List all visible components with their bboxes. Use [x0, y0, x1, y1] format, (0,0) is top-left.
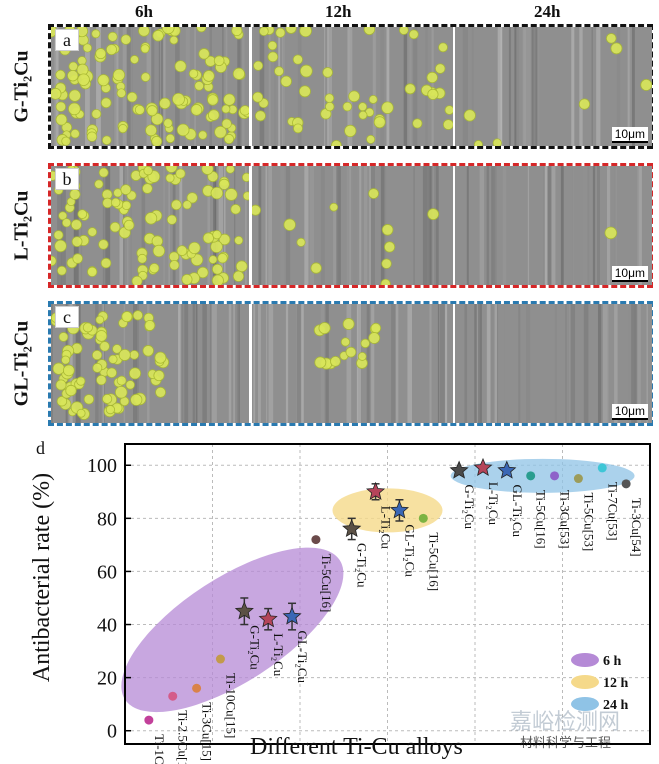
- scale-bar: 10μm: [611, 404, 648, 420]
- panel-letter-b: b: [55, 168, 79, 190]
- legend-label: 12 h: [603, 676, 629, 691]
- row-label-gl: GL-Ti₂Cu: [10, 320, 33, 407]
- sem-image-a-3: 10μm: [453, 27, 652, 146]
- data-label: Ti-5Cu[16]: [319, 554, 334, 613]
- sem-image-b-1: b: [51, 166, 249, 285]
- y-tick-label: 60: [97, 561, 117, 583]
- data-point: [597, 463, 607, 473]
- y-tick-label: 100: [87, 455, 117, 477]
- data-label: Ti-5Cu[53]: [581, 493, 596, 552]
- column-header-12h: 12h: [325, 2, 352, 21]
- data-label: G-Ti₂Cu: [355, 543, 370, 588]
- data-label: Ti-5Cu[16]: [534, 490, 549, 549]
- sem-panel-b: b 10μm: [48, 163, 653, 288]
- data-point-star: [366, 481, 386, 500]
- data-point: [526, 471, 536, 481]
- row-label-l: L-Ti₂Cu: [10, 190, 33, 261]
- sem-image-b-3: 10μm: [453, 166, 652, 285]
- row-label-g: G-Ti₂Cu: [10, 50, 33, 123]
- data-point: [418, 513, 428, 523]
- panel-letter-a: a: [55, 29, 79, 51]
- sem-image-c-2: [250, 304, 454, 423]
- y-tick-label: 20: [97, 668, 117, 690]
- sem-image-a-1: a: [51, 27, 249, 146]
- data-label: Ti-3Cu[53]: [558, 490, 573, 549]
- sem-panel-a: a 10μm: [48, 24, 653, 149]
- data-label: G-Ti₂Cu: [462, 485, 477, 530]
- watermark-text-1: 嘉峪检测网: [510, 710, 621, 735]
- sem-image-c-3: 10μm: [453, 304, 652, 423]
- data-label: Ti-3Cu[15]: [200, 702, 215, 761]
- data-point: [621, 479, 631, 489]
- data-label: Ti-7Cu[53]: [605, 482, 620, 541]
- data-point-star: [342, 518, 362, 538]
- data-point-star: [234, 601, 254, 620]
- legend-label: 6 h: [603, 654, 622, 669]
- legend-label: 24 h: [603, 698, 629, 713]
- data-label: L-Ti₂Cu: [271, 633, 286, 677]
- data-label: L-Ti₂Cu: [379, 506, 394, 550]
- data-point-star: [282, 606, 302, 625]
- data-label: GL-Ti₂Cu: [510, 485, 525, 538]
- sem-image-c-1: c: [51, 304, 249, 423]
- column-header-6h: 6h: [135, 2, 153, 21]
- plot-frame: [124, 443, 651, 745]
- data-point: [144, 715, 154, 725]
- sem-image-b-2: [250, 166, 454, 285]
- data-label: Ti-2.5Cu[15]: [176, 710, 191, 764]
- panel-letter-c: c: [55, 306, 79, 328]
- sem-image-a-2: [250, 27, 454, 146]
- data-point-star: [473, 457, 493, 477]
- data-label: G-Ti₂Cu: [247, 625, 262, 670]
- data-point-star: [258, 609, 278, 628]
- data-point: [168, 691, 178, 701]
- group-ellipse-12h: [332, 488, 443, 533]
- y-tick-label: 40: [97, 615, 117, 637]
- data-point-star: [449, 460, 469, 479]
- panel-letter-d: d: [36, 438, 45, 458]
- data-label: Ti-3Cu[54]: [629, 498, 644, 557]
- legend-swatch: [571, 697, 599, 711]
- scale-bar: 10μm: [611, 266, 648, 282]
- legend-swatch: [571, 653, 599, 667]
- data-label: L-Ti₂Cu: [486, 482, 501, 526]
- x-axis-label: Different Ti-Cu alloys: [250, 734, 463, 760]
- legend-swatch: [571, 675, 599, 689]
- data-label: Ti-1Cu[15]: [152, 734, 167, 764]
- y-tick-label: 80: [97, 508, 117, 530]
- data-point-star: [389, 500, 409, 519]
- data-label: Ti-5Cu[16]: [426, 532, 441, 591]
- group-ellipse-24h: [450, 458, 635, 493]
- sem-panel-c: c 10μm: [48, 301, 653, 426]
- data-label: Ti-10Cu[15]: [223, 673, 238, 738]
- antibacterial-rate-chart: d 0 20 40 60 80 100 Ti-1Cu[15] Ti-2.5Cu[15] Ti-3…: [36, 438, 651, 764]
- scale-bar: 10μm: [611, 127, 648, 143]
- data-point: [550, 471, 560, 481]
- group-ellipse-6h: [121, 547, 344, 713]
- data-point: [311, 535, 321, 545]
- watermark-text-2: 材料科学与工程: [520, 736, 612, 751]
- data-label: GL-Ti₂Cu: [402, 524, 417, 577]
- y-axis-label: Antibacterial rate (%): [29, 472, 56, 683]
- data-label: GL-Ti₂Cu: [295, 631, 310, 684]
- data-point-star: [497, 460, 517, 479]
- y-tick-label: 0: [107, 721, 117, 743]
- data-point: [192, 683, 202, 693]
- data-point: [573, 474, 583, 484]
- column-header-24h: 24h: [534, 2, 561, 21]
- data-point: [215, 654, 225, 664]
